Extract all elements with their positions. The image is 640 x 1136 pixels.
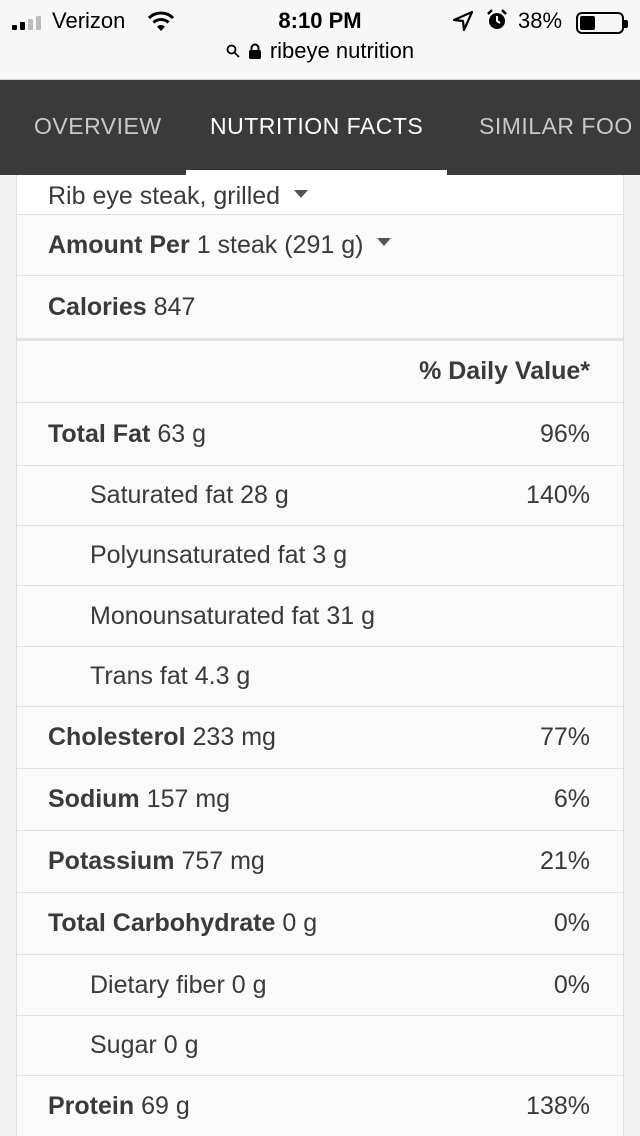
nutrient-row: Saturated fat 28 g 140%	[17, 466, 623, 526]
tab-overview[interactable]: OVERVIEW	[34, 113, 162, 139]
address-bar[interactable]: ribeye nutrition	[0, 38, 640, 70]
battery-fill	[580, 16, 596, 30]
nutrient-daily-value: 138%	[526, 1092, 590, 1120]
nutrient-amount: 757 mg	[181, 847, 265, 875]
nutrient-name: Total Fat	[48, 419, 151, 448]
nutrient-name: Potassium	[48, 847, 175, 875]
tab-bar: OVERVIEW NUTRITION FACTS SIMILAR FOO	[0, 80, 640, 175]
search-icon	[226, 44, 240, 58]
wifi-icon	[147, 11, 175, 31]
nutrient-name: Protein	[48, 1092, 135, 1120]
battery-icon	[576, 12, 628, 34]
nutrient-daily-value: 96%	[539, 419, 590, 448]
nutrient-daily-value: 77%	[539, 723, 590, 751]
nutrient-name: Dietary fiber	[90, 970, 225, 999]
nutrient-amount: 3 g	[312, 541, 348, 569]
nutrient-name: Trans fat	[90, 662, 188, 690]
nutrient-daily-value: 6%	[553, 785, 590, 813]
battery-percent: 38%	[518, 8, 563, 33]
nutrient-daily-value: 140%	[526, 481, 590, 509]
nutrient-name: Total Carbohydrate	[48, 909, 276, 937]
serving-size-row[interactable]: Amount Per 1 steak (291 g)	[17, 215, 623, 276]
nutrient-amount: 4.3 g	[194, 662, 251, 690]
nutrient-row: Sugar 0 g	[17, 1016, 623, 1076]
nutrient-name: Sodium	[48, 785, 140, 813]
nutrition-card: Rib eye steak, grilled Amount Per 1 stea…	[16, 175, 624, 1136]
calories-row: Calories 847	[17, 276, 623, 341]
nutrient-name: Saturated fat	[90, 481, 234, 509]
nutrition-rows: Amount Per 1 steak (291 g) Calories 847 …	[17, 215, 623, 1136]
nutrient-row: Trans fat 4.3 g	[17, 647, 623, 707]
amount-label: Amount Per	[48, 230, 190, 259]
daily-value-header: % Daily Value*	[419, 357, 590, 385]
nutrient-row: Total Fat 63 g 96%	[17, 403, 623, 466]
nutrient-daily-value: 0%	[553, 909, 590, 937]
calories-value: 847	[153, 292, 196, 321]
nutrient-name: Sugar	[90, 1031, 157, 1059]
nutrient-row: Polyunsaturated fat 3 g	[17, 526, 623, 586]
carrier-name: Verizon	[52, 8, 126, 33]
nutrient-amount: 28 g	[240, 481, 289, 509]
food-select[interactable]: Rib eye steak, grilled	[17, 175, 623, 215]
nutrient-row: Total Carbohydrate 0 g 0%	[17, 893, 623, 955]
lock-icon	[248, 43, 261, 59]
serving-size-value: 1 steak (291 g)	[196, 230, 364, 259]
nutrient-amount: 157 mg	[146, 785, 231, 813]
nutrient-amount: 63 g	[157, 419, 206, 448]
nutrient-amount: 0 g	[163, 1031, 199, 1059]
daily-value-header-row: % Daily Value*	[17, 341, 623, 403]
signal-icon	[12, 16, 46, 30]
calories-label: Calories	[48, 292, 147, 321]
nutrient-row: Cholesterol 233 mg 77%	[17, 707, 623, 769]
alarm-icon	[487, 9, 507, 29]
nutrient-row: Protein 69 g 138%	[17, 1076, 623, 1136]
tab-nutrition-facts[interactable]: NUTRITION FACTS	[186, 80, 448, 175]
url-text: ribeye nutrition	[269, 38, 415, 63]
nutrient-name: Monounsaturated fat	[90, 601, 320, 630]
nutrient-row: Sodium 157 mg 6%	[17, 769, 623, 831]
nutrient-amount: 0 g	[282, 909, 318, 937]
nutrient-daily-value: 21%	[539, 847, 590, 875]
nutrient-row: Monounsaturated fat 31 g	[17, 586, 623, 647]
nutrient-row: Potassium 757 mg 21%	[17, 831, 623, 893]
nutrient-amount: 233 mg	[192, 723, 276, 751]
nutrient-amount: 31 g	[326, 601, 375, 630]
nutrient-amount: 69 g	[141, 1092, 190, 1120]
chevron-down-icon	[377, 238, 392, 246]
food-select-value: Rib eye steak, grilled	[48, 182, 281, 210]
nutrient-daily-value: 0%	[553, 970, 590, 999]
nutrient-amount: 0 g	[231, 970, 267, 999]
clock: 8:10 PM	[278, 8, 362, 33]
location-icon	[452, 10, 474, 32]
nutrient-row: Dietary fiber 0 g 0%	[17, 955, 623, 1016]
status-bar: Verizon 8:10 PM 38%	[0, 0, 640, 80]
tab-similar-foods[interactable]: SIMILAR FOO	[479, 113, 633, 139]
chevron-down-icon	[294, 190, 309, 199]
nutrient-name: Cholesterol	[48, 723, 186, 751]
nutrient-name: Polyunsaturated fat	[90, 541, 306, 569]
